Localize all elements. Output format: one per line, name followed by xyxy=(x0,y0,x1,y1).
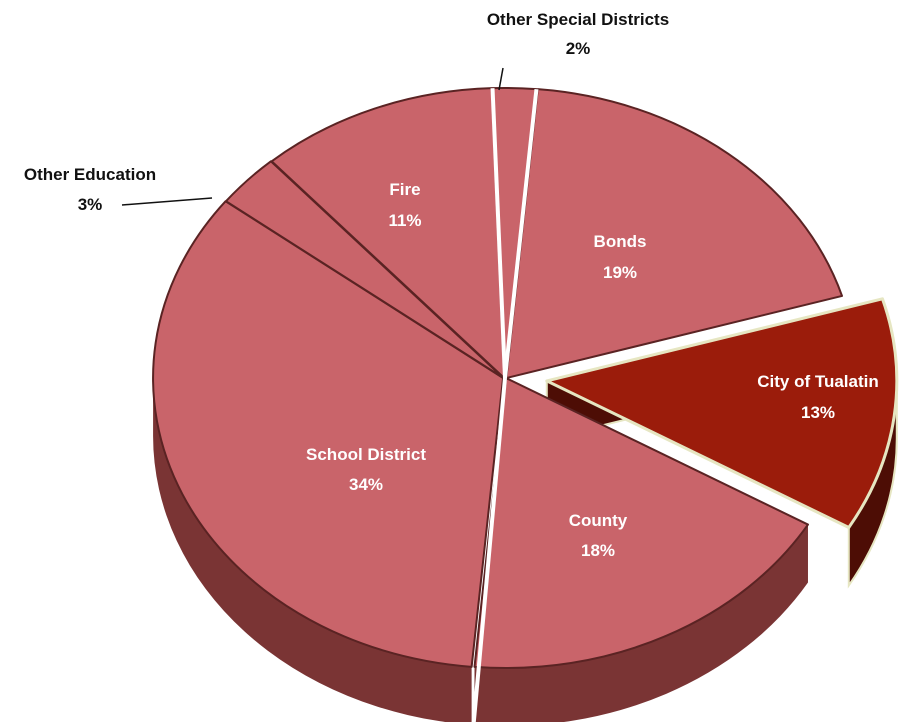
pie-side-school-district xyxy=(153,378,472,722)
pie-side-county xyxy=(474,524,808,722)
slice-label-city-of-tualatin-name: City of Tualatin xyxy=(757,372,879,391)
slice-label-bonds-name: Bonds xyxy=(594,232,647,251)
leader-lines xyxy=(121,67,504,206)
pie-slice-fire xyxy=(270,87,506,379)
gap-line-county-school xyxy=(471,377,507,722)
slice-label-city-of-tualatin-pct: 13% xyxy=(801,403,835,422)
slice-label-fire-pct: 11% xyxy=(388,211,421,230)
pie-top-layer xyxy=(152,86,899,722)
leader-line-other-special-districts xyxy=(498,67,504,91)
slice-label-school-district-name: School District xyxy=(306,445,426,464)
leader-line-other-education xyxy=(121,197,213,206)
slice-label-other-education-name: Other Education xyxy=(24,165,156,184)
pie-slice-school-district xyxy=(152,200,505,668)
gap-line-fire-other-special xyxy=(490,88,507,379)
slice-label-other-education-pct: 3% xyxy=(78,195,103,214)
slice-label-other-special-districts-name: Other Special Districts xyxy=(487,10,669,29)
slice-label-fire-name: Fire xyxy=(389,180,420,199)
slice-label-county-name: County xyxy=(569,511,628,530)
gap-line-other-special-bonds xyxy=(503,88,539,379)
pie-slice-bonds xyxy=(505,88,844,379)
slice-label-county-pct: 18% xyxy=(581,541,615,560)
slice-label-school-district-pct: 34% xyxy=(349,475,383,494)
pie-slice-county xyxy=(473,377,809,670)
slice-label-other-special-districts-pct: 2% xyxy=(566,39,591,58)
pie-slice-city-of-tualatin xyxy=(545,297,899,529)
slice-label-bonds-pct: 19% xyxy=(603,263,637,282)
